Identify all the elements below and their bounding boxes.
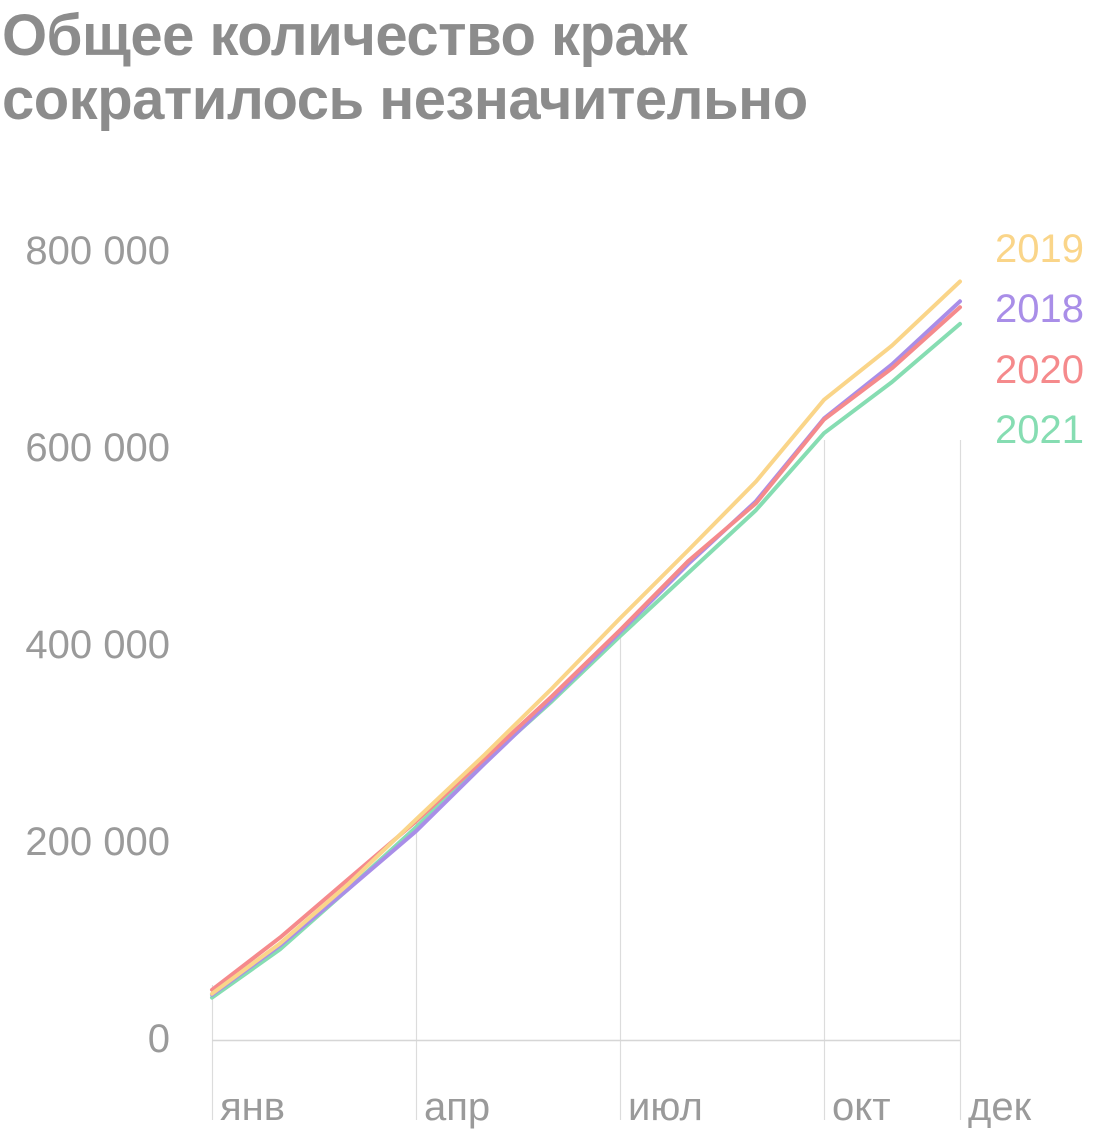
y-tick-label: 200 000 <box>25 820 170 864</box>
axes: янв апр июл окт дек 0 200 000 400 000 600 000 800… <box>25 229 1031 1129</box>
x-tick-label: дек <box>968 1085 1032 1129</box>
legend-label-2021: 2021 <box>995 408 1084 452</box>
y-tick-label: 600 000 <box>25 426 170 470</box>
x-tick-label: апр <box>424 1085 490 1129</box>
series-line-2018 <box>210 299 962 997</box>
y-tick-label: 800 000 <box>25 229 170 273</box>
y-tick-label: 0 <box>148 1017 170 1061</box>
x-tick-label: июл <box>628 1085 703 1129</box>
legend: 2019 2018 2020 2021 <box>995 227 1084 452</box>
chart-title-line-1: Общее количество краж <box>2 3 687 68</box>
chart-title-line-2: сократилось незначительно <box>2 67 808 132</box>
legend-label-2018: 2018 <box>995 287 1084 331</box>
chart-title: Общее количество краж сократилось незнач… <box>2 4 1102 132</box>
legend-label-2020: 2020 <box>995 348 1084 392</box>
legend-label-2019: 2019 <box>995 227 1084 271</box>
y-tick-label: 400 000 <box>25 623 170 667</box>
x-tick-label: янв <box>220 1085 285 1129</box>
grid <box>211 440 962 1120</box>
x-tick-label: окт <box>832 1085 891 1129</box>
series-lines <box>210 279 962 1000</box>
series-line-2020 <box>210 305 962 992</box>
series-line-2019 <box>210 279 962 996</box>
